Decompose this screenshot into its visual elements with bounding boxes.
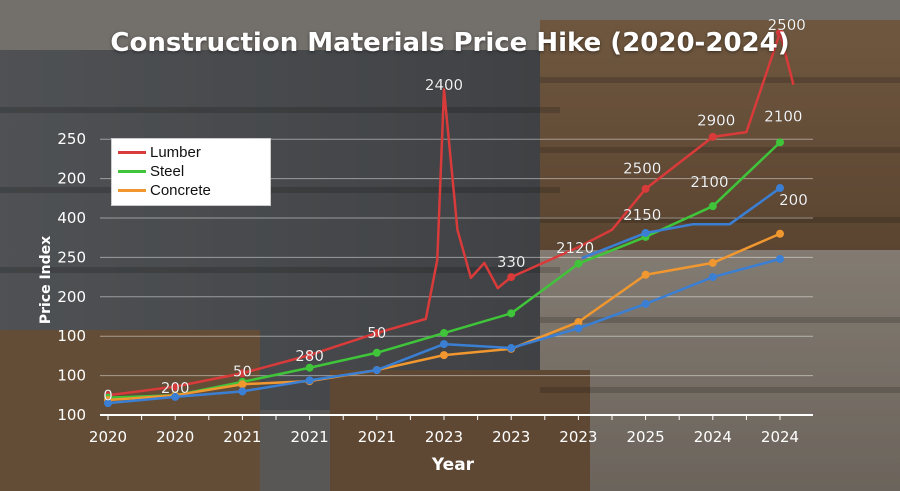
legend-label: Lumber <box>150 144 201 161</box>
data-point <box>641 228 650 237</box>
data-label: 2120 <box>556 239 594 257</box>
x-tick-label: 2021 <box>291 428 329 446</box>
data-point <box>372 348 381 357</box>
series-line <box>107 232 781 402</box>
x-tick-label: 2025 <box>627 428 665 446</box>
data-point <box>574 324 583 333</box>
legend-swatch <box>118 151 146 154</box>
data-point <box>171 392 180 401</box>
data-point <box>372 366 381 375</box>
x-tick-label: 2020 <box>89 428 127 446</box>
data-point <box>776 229 784 238</box>
x-axis: 2020 2020 2021 2021 2021 2023 2023 2023 2025 2024… <box>89 414 813 446</box>
legend-label: Concrete <box>150 182 211 199</box>
data-point <box>708 132 717 141</box>
x-tick-label: 2021 <box>358 428 396 446</box>
data-point <box>708 258 717 267</box>
data-point <box>574 318 583 327</box>
data-point <box>776 28 784 37</box>
data-label: 2100 <box>690 173 728 191</box>
data-point <box>305 376 314 385</box>
data-label: 50 <box>367 324 386 342</box>
y-tick-label: 200 <box>57 288 86 306</box>
x-tick-label: 2024 <box>761 428 799 446</box>
data-point <box>238 380 247 389</box>
data-point <box>708 202 717 211</box>
y-axis-ticks: 100 100 100 200 250 400 200 250 <box>57 130 86 424</box>
data-label: 2400 <box>425 76 463 94</box>
data-point <box>641 270 650 279</box>
y-tick-label: 100 <box>57 406 86 424</box>
data-point <box>440 329 448 338</box>
legend-item-steel: Steel <box>118 162 270 181</box>
data-point <box>305 351 314 360</box>
y-tick-label: 250 <box>57 130 86 148</box>
data-point <box>104 399 112 408</box>
data-point <box>507 273 516 282</box>
x-tick-label: 2021 <box>223 428 261 446</box>
data-point <box>507 344 516 353</box>
series-unnamed-4 <box>581 184 784 260</box>
data-point <box>776 138 784 147</box>
data-point <box>372 329 381 338</box>
data-labels: 0 200 50 280 50 2400 330 2120 2150 2500 2100 2900 21… <box>103 16 808 405</box>
data-point <box>440 351 448 360</box>
y-tick-label: 100 <box>57 327 86 345</box>
series-line <box>581 187 781 260</box>
data-label: 2900 <box>697 111 735 129</box>
data-point <box>708 273 717 282</box>
data-point <box>238 369 247 378</box>
data-label: 50 <box>233 363 252 381</box>
series-lines <box>104 28 795 408</box>
data-point <box>641 299 650 308</box>
data-point <box>776 254 784 263</box>
series-lumber <box>104 28 795 400</box>
data-label: 200 <box>161 379 190 397</box>
y-axis-label: Price Index <box>38 236 54 324</box>
x-axis-label: Year <box>431 455 475 475</box>
data-point <box>574 259 583 268</box>
data-label: 280 <box>295 347 324 365</box>
legend-item-lumber: Lumber <box>118 143 270 162</box>
y-tick-label: 200 <box>57 170 86 188</box>
y-tick-label: 400 <box>57 209 86 227</box>
legend-item-concrete: Concrete <box>118 181 270 200</box>
data-label: 200 <box>779 191 808 209</box>
y-tick-label: 100 <box>57 367 86 385</box>
data-label: 2500 <box>768 16 806 34</box>
data-label: 0 <box>103 386 113 404</box>
legend-label: Steel <box>150 163 185 180</box>
data-label: 2500 <box>623 159 661 177</box>
x-tick-label: 2020 <box>156 428 194 446</box>
chart-title: Construction Materials Price Hike (2020-… <box>110 28 790 58</box>
x-tick-label: 2024 <box>694 428 732 446</box>
x-tick-label: 2023 <box>559 428 597 446</box>
x-tick-label: 2023 <box>492 428 530 446</box>
x-tick-label: 2023 <box>425 428 463 446</box>
data-point <box>507 309 516 318</box>
data-point <box>776 184 784 193</box>
data-label: 2150 <box>623 206 661 224</box>
data-label: 2100 <box>764 107 802 125</box>
legend: Lumber Steel Concrete <box>111 138 271 206</box>
data-label: 330 <box>497 253 526 271</box>
data-point <box>238 387 247 396</box>
series-concrete <box>104 229 784 405</box>
data-point <box>641 184 650 193</box>
series-unnamed-3 <box>104 254 784 408</box>
data-point <box>171 382 180 391</box>
legend-swatch <box>118 170 146 173</box>
y-tick-label: 250 <box>57 248 86 266</box>
legend-swatch <box>118 189 146 192</box>
data-point <box>305 363 314 372</box>
data-point <box>440 340 448 349</box>
series-line <box>107 31 795 397</box>
